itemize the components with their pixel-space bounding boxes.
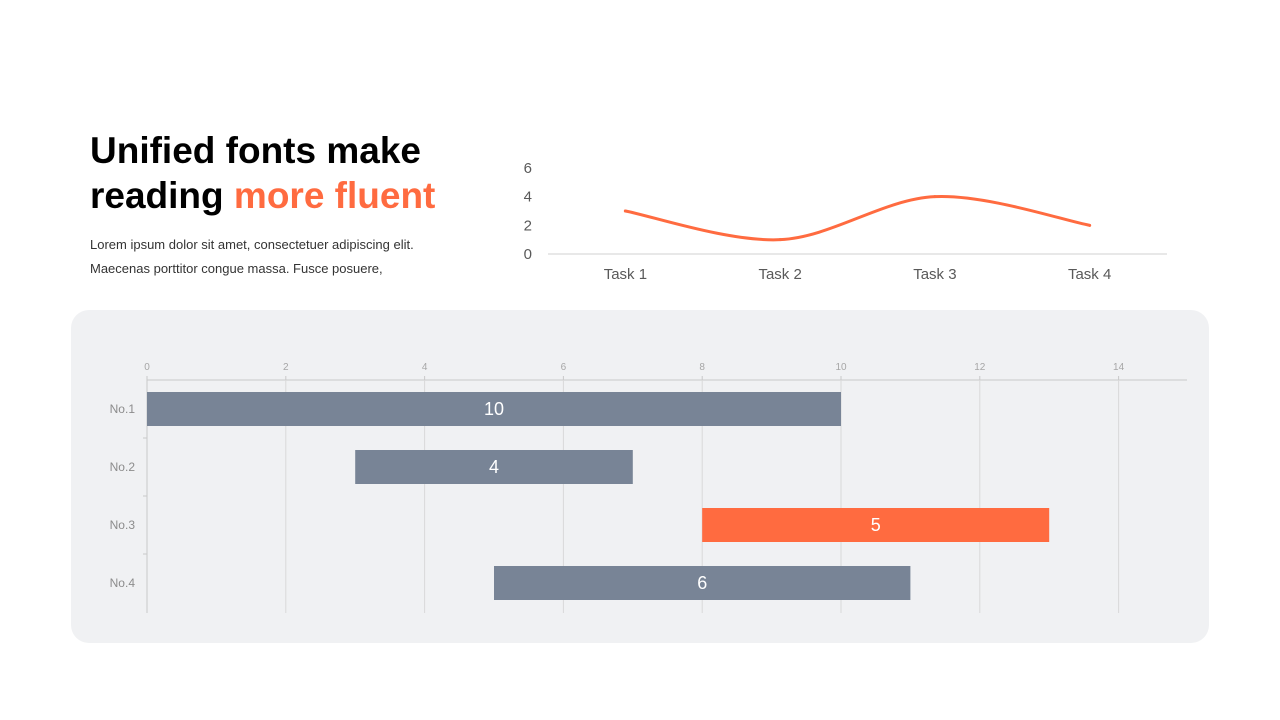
gantt-panel: 0 2 4 6 8 10 12 14 No.1 10 No.2 4 No.3 5 No.4 6 xyxy=(71,310,1209,643)
line-chart-x-tick: Task 1 xyxy=(604,266,647,283)
gantt-bar xyxy=(494,566,911,600)
gantt-bar-label: 5 xyxy=(871,515,881,535)
line-point xyxy=(778,238,782,242)
gantt-x-tick: 8 xyxy=(699,362,705,373)
line-chart-y-tick: 6 xyxy=(524,160,532,177)
headline-accent: more fluent xyxy=(233,175,436,216)
gantt-bar-label: 4 xyxy=(489,457,499,477)
body-line-1: Lorem ipsum dolor sit amet, consectetuer… xyxy=(90,237,414,252)
body-line-2: Maecenas porttitor congue massa. Fusce p… xyxy=(90,261,383,276)
line-chart: 0 2 4 6 Task 1 Task 2 Task 3 Task 4 xyxy=(524,160,1167,283)
line-series xyxy=(623,195,1092,242)
gantt-bar xyxy=(355,450,633,484)
gantt-chart: 0 2 4 6 8 10 12 14 No.1 10 No.2 4 No.3 5 No.4 6 xyxy=(110,362,1187,613)
gantt-x-tick: 12 xyxy=(974,362,986,373)
headline-line-2-prefix: reading xyxy=(90,175,234,216)
gantt-bar xyxy=(147,392,841,426)
line-chart-y-tick: 4 xyxy=(524,189,532,206)
gantt-bar-label: 10 xyxy=(484,399,504,419)
gantt-x-tick: 2 xyxy=(283,362,289,373)
gantt-x-tick: 0 xyxy=(144,362,150,373)
gantt-x-tick: 10 xyxy=(835,362,847,373)
headline-line-1: Unified fonts make xyxy=(90,130,421,171)
line-chart-x-tick: Task 4 xyxy=(1068,266,1111,283)
gantt-y-label: No.1 xyxy=(110,402,136,416)
headline: Unified fonts make reading more fluent xyxy=(90,128,435,218)
gantt-x-tick: 4 xyxy=(422,362,428,373)
gantt-bar xyxy=(702,508,1050,542)
gantt-bar-label: 6 xyxy=(697,573,707,593)
gantt-y-label: No.3 xyxy=(110,518,136,532)
line-chart-y-tick: 0 xyxy=(524,246,532,263)
line-point xyxy=(623,209,627,213)
gantt-x-tick: 6 xyxy=(561,362,567,373)
gantt-x-tick: 14 xyxy=(1113,362,1125,373)
gantt-y-label: No.2 xyxy=(110,460,136,474)
line-chart-x-tick: Task 3 xyxy=(913,266,956,283)
line-chart-x-tick: Task 2 xyxy=(758,266,801,283)
line-point xyxy=(1088,223,1092,227)
line-point xyxy=(933,195,937,199)
body-paragraph: Lorem ipsum dolor sit amet, consectetuer… xyxy=(90,233,470,281)
line-chart-y-tick: 2 xyxy=(524,217,532,234)
gantt-y-label: No.4 xyxy=(110,576,136,590)
